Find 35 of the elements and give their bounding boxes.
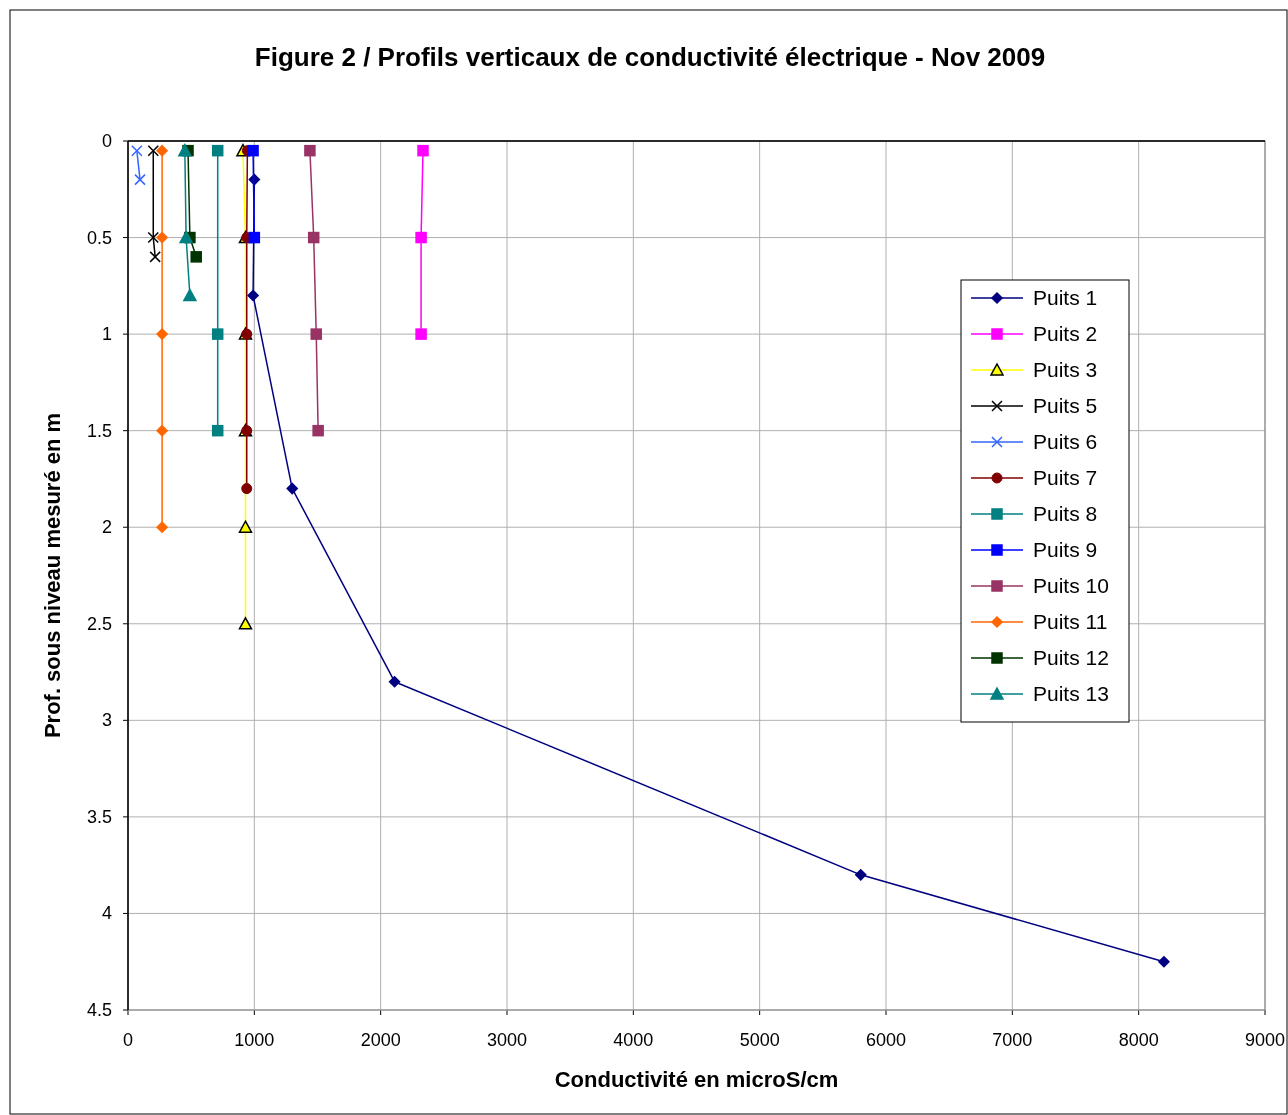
y-tick-label: 1.5 <box>86 420 112 441</box>
legend-label: Puits 13 <box>1033 682 1109 705</box>
y-tick-label: 2 <box>101 517 112 538</box>
y-tick-label: 3 <box>101 710 112 731</box>
y-tick-label: 4 <box>101 903 112 924</box>
x-tick-label: 5000 <box>739 1030 780 1050</box>
legend-label: Puits 2 <box>1033 322 1098 345</box>
x-tick-label: 6000 <box>865 1030 907 1050</box>
chart-title: Figure 2 / Profils verticaux de conductivité électrique - Nov 2009 <box>254 42 1046 72</box>
x-tick-label: 0 <box>122 1030 134 1050</box>
legend-label: Puits 10 <box>1033 574 1109 597</box>
x-tick-label: 9000 <box>1244 1030 1286 1050</box>
legend-label: Puits 5 <box>1033 394 1098 417</box>
y-tick-label: 0.5 <box>86 227 112 248</box>
x-tick-label: 2000 <box>360 1030 401 1050</box>
legend-label: Puits 12 <box>1033 646 1109 669</box>
y-tick-label: 0 <box>101 131 112 151</box>
x-tick-label: 7000 <box>992 1030 1033 1050</box>
legend-label: Puits 6 <box>1033 430 1098 453</box>
legend-label: Puits 11 <box>1033 610 1108 633</box>
legend-label: Puits 1 <box>1033 286 1098 309</box>
x-tick-label: 4000 <box>613 1030 654 1050</box>
x-axis-title: Conductivité en microS/cm <box>554 1067 839 1092</box>
y-tick-label: 2.5 <box>86 613 112 634</box>
y-tick-label: 1 <box>101 324 112 345</box>
legend-label: Puits 3 <box>1033 358 1098 381</box>
x-tick-label: 8000 <box>1118 1030 1159 1050</box>
x-tick-label: 3000 <box>486 1030 528 1050</box>
y-axis-title: Prof. sous niveau mesuré en m <box>40 412 65 739</box>
y-tick-label: 3.5 <box>86 806 112 827</box>
legend-label: Puits 9 <box>1033 538 1098 561</box>
x-tick-label: 1000 <box>234 1030 275 1050</box>
y-tick-label: 4.5 <box>86 1000 112 1020</box>
legend-label: Puits 7 <box>1033 466 1098 489</box>
legend-label: Puits 8 <box>1033 502 1098 525</box>
